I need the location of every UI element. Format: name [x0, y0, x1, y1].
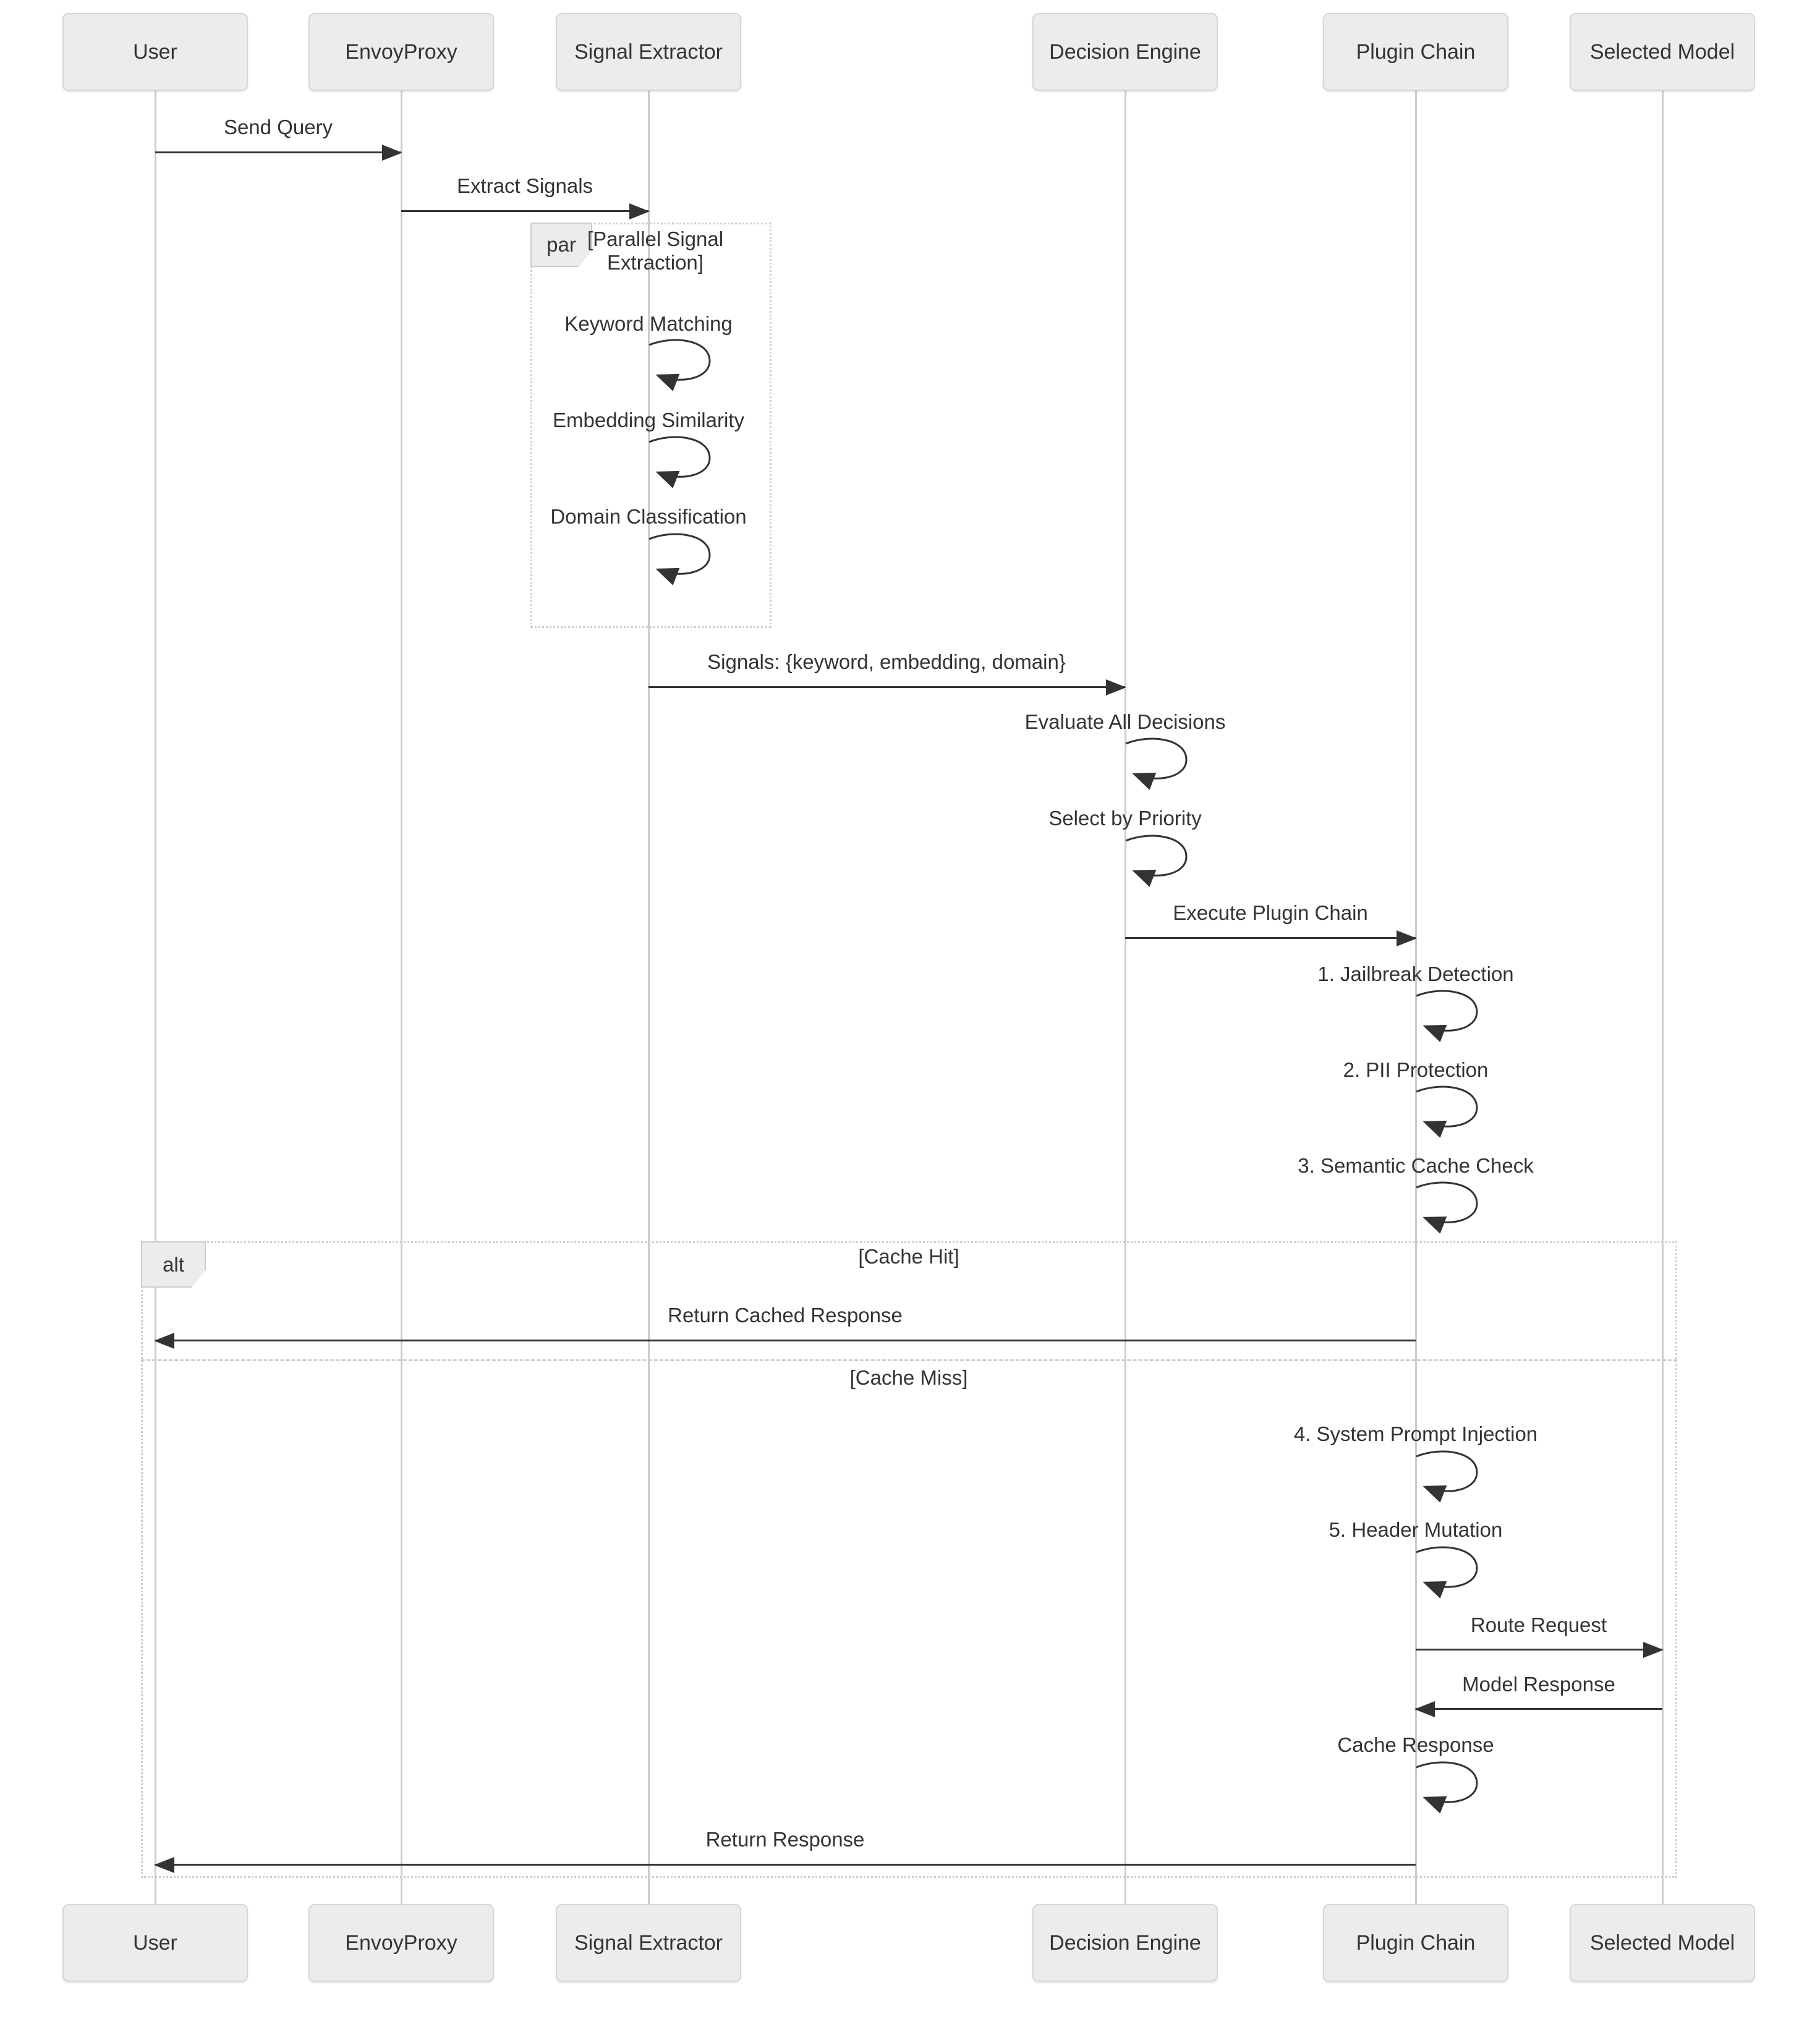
participant-signal-extractor-bottom: Signal Extractor [556, 1904, 741, 1982]
self-loop-semantic-cache [1416, 1181, 1478, 1234]
self-loop-cache-response [1416, 1761, 1478, 1814]
message-label-cache-response: Cache Response [1337, 1733, 1494, 1756]
par-keyword-text: par [546, 233, 576, 256]
message-label-model-response: Model Response [1462, 1673, 1615, 1696]
message-label-evaluate: Evaluate All Decisions [1024, 710, 1226, 733]
par-block-title: [Parallel Signal Extraction] [587, 227, 724, 274]
lifeline-user [155, 91, 156, 1904]
self-loop-jailbreak [1416, 990, 1478, 1042]
alt-keyword-text: alt [163, 1252, 184, 1276]
participant-signal-extractor-top: Signal Extractor [556, 13, 741, 91]
message-label-header-mutation: 5. Header Mutation [1329, 1518, 1503, 1541]
message-label-domain-classification: Domain Classification [550, 505, 747, 528]
lifeline-plugin-chain [1415, 91, 1417, 1904]
lifeline-selected-model [1662, 91, 1664, 1904]
alt-section-cache-miss: [Cache Miss] [849, 1366, 968, 1389]
participant-label: User [133, 1931, 177, 1955]
arrow-return-response [154, 1856, 1416, 1873]
arrow-execute-chain [1125, 930, 1417, 946]
participant-user-top: User [62, 13, 248, 91]
message-label-embedding-similarity: Embedding Similarity [553, 409, 744, 431]
arrow-model-response [1414, 1701, 1662, 1717]
alt-block-keyword: alt [141, 1241, 206, 1288]
self-loop-evaluate [1125, 737, 1188, 790]
message-label-return-response: Return Response [705, 1828, 865, 1851]
arrow-send-query [155, 144, 402, 161]
message-label-jailbreak: 1. Jailbreak Detection [1317, 962, 1514, 985]
participant-label: Selected Model [1589, 40, 1735, 64]
self-loop-embedding-similarity [648, 436, 711, 488]
message-label-extract-signals: Extract Signals [456, 174, 593, 197]
alt-divider [141, 1359, 1677, 1361]
message-label-select-priority: Select by Priority [1048, 807, 1202, 830]
participant-envoyproxy-bottom: EnvoyProxy [308, 1904, 494, 1982]
arrow-route-request [1416, 1641, 1664, 1658]
arrow-signals [648, 679, 1126, 695]
arrowhead-right-icon [1397, 930, 1417, 946]
participant-label: User [133, 40, 177, 64]
participant-label: Decision Engine [1049, 1931, 1201, 1955]
participant-label: Selected Model [1589, 1931, 1735, 1955]
lifeline-decision-engine [1125, 91, 1126, 1904]
participant-decision-engine-bottom: Decision Engine [1032, 1904, 1218, 1982]
message-label-signals: Signals: {keyword, embedding, domain} [707, 650, 1066, 673]
participant-label: Signal Extractor [574, 1931, 723, 1955]
message-label-pii: 2. PII Protection [1343, 1058, 1489, 1081]
participant-selected-model-top: Selected Model [1570, 13, 1755, 91]
message-label-semantic-cache: 3. Semantic Cache Check [1298, 1154, 1534, 1177]
participant-plugin-chain-bottom: Plugin Chain [1323, 1904, 1508, 1982]
message-label-send-query: Send Query [223, 116, 333, 138]
arrowhead-right-icon [382, 144, 402, 161]
par-block [530, 223, 772, 628]
participant-label: Plugin Chain [1356, 40, 1476, 64]
arrowhead-left-icon [154, 1332, 174, 1349]
participant-label: Decision Engine [1049, 40, 1201, 64]
arrowhead-right-icon [1106, 679, 1126, 695]
par-block-keyword: par [530, 223, 592, 267]
self-loop-select-priority [1125, 835, 1188, 887]
participant-label: EnvoyProxy [345, 1931, 457, 1955]
participant-user-bottom: User [62, 1904, 248, 1982]
participant-plugin-chain-top: Plugin Chain [1323, 13, 1508, 91]
arrow-extract-signals [401, 203, 650, 219]
arrow-return-cached [154, 1332, 1416, 1349]
participant-label: EnvoyProxy [345, 40, 457, 64]
self-loop-keyword-matching [648, 339, 711, 391]
message-label-return-cached: Return Cached Response [668, 1304, 903, 1327]
self-loop-domain-classification [648, 533, 711, 585]
arrowhead-left-icon [1414, 1701, 1435, 1717]
self-loop-pii [1416, 1085, 1478, 1138]
participant-decision-engine-top: Decision Engine [1032, 13, 1218, 91]
message-label-system-prompt: 4. System Prompt Injection [1293, 1422, 1538, 1445]
message-label-keyword-matching: Keyword Matching [564, 312, 733, 335]
lifeline-signal-extractor [648, 91, 650, 1904]
self-loop-header-mutation [1416, 1546, 1478, 1599]
arrowhead-left-icon [154, 1856, 174, 1873]
alt-block [141, 1241, 1677, 1878]
participant-envoyproxy-top: EnvoyProxy [308, 13, 494, 91]
arrowhead-right-icon [1643, 1641, 1664, 1658]
participant-label: Signal Extractor [574, 40, 723, 64]
participant-label: Plugin Chain [1356, 1931, 1476, 1955]
participant-selected-model-bottom: Selected Model [1570, 1904, 1755, 1982]
message-label-route-request: Route Request [1470, 1613, 1607, 1636]
alt-section-cache-hit: [Cache Hit] [858, 1245, 959, 1268]
message-label-execute-chain: Execute Plugin Chain [1173, 901, 1368, 924]
lifeline-envoyproxy [401, 91, 402, 1904]
arrowhead-right-icon [629, 203, 650, 219]
self-loop-system-prompt [1416, 1450, 1478, 1503]
